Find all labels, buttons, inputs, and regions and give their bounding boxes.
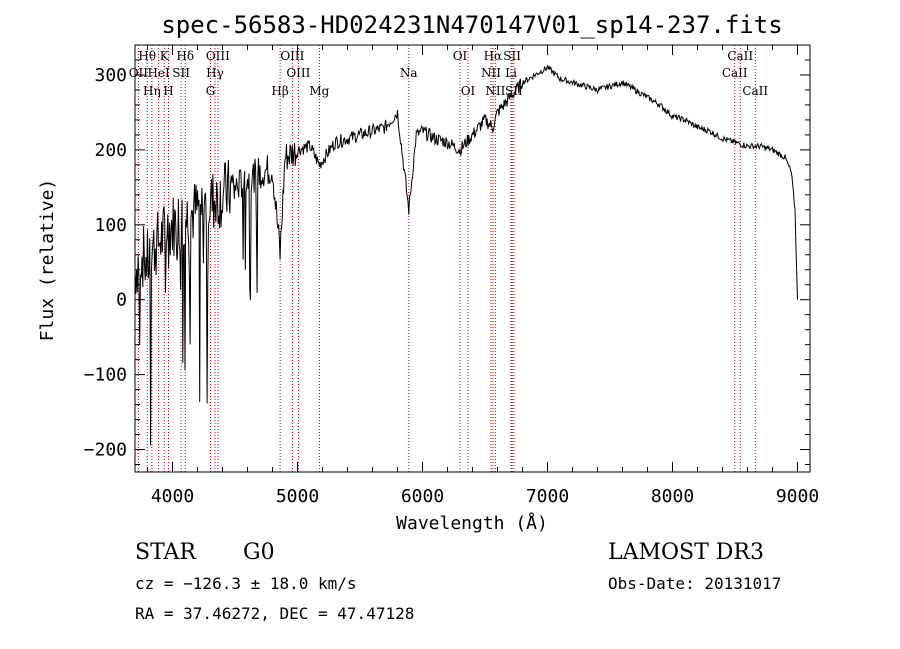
y-tick-label: −200 [84, 440, 127, 461]
spectrum-series-line [134, 64, 798, 446]
object-class: STAR [135, 540, 197, 565]
observation-date: Obs-Date: 20131017 [608, 574, 781, 593]
line-label: H [163, 84, 173, 98]
line-label: Hγ [206, 66, 224, 80]
x-tick-label: 6000 [401, 486, 444, 507]
x-tick-label: 4000 [151, 486, 194, 507]
line-label: OIII [286, 66, 310, 80]
x-axis-label: Wavelength (Å) [396, 512, 548, 534]
line-label: CaII [722, 66, 748, 80]
x-tick-label: 7000 [526, 486, 569, 507]
y-axis-label: Flux (relative) [37, 179, 58, 342]
line-label: Hη [143, 84, 161, 98]
ra-dec-coordinates: RA = 37.46272, DEC = 47.47128 [135, 604, 414, 623]
x-axis-ticks: 4000 5000 6000 7000 8000 9000 [147, 45, 819, 507]
line-label: Hδ [176, 49, 194, 63]
line-label: OI [461, 84, 476, 98]
line-label: OII [129, 66, 149, 80]
survey-name: LAMOST DR3 [608, 540, 764, 565]
y-tick-label: 100 [94, 215, 127, 236]
line-label: K [160, 49, 170, 63]
y-tick-label: 300 [94, 65, 127, 86]
plot-frame [134, 44, 811, 473]
line-label: OIII [280, 49, 304, 63]
line-label: Na [400, 66, 418, 80]
y-tick-label: 200 [94, 140, 127, 161]
x-tick-label: 9000 [776, 486, 819, 507]
y-tick-label: 0 [116, 290, 127, 311]
line-label: Mg [309, 84, 329, 98]
x-tick-label: 5000 [276, 486, 319, 507]
line-label: Li [505, 66, 517, 80]
object-subclass: G0 [243, 540, 275, 565]
line-label: OIII [206, 49, 230, 63]
line-label: Hβ [271, 84, 288, 98]
line-label: G [206, 84, 216, 98]
line-label: Hα [484, 49, 503, 63]
line-label: CaII [727, 49, 753, 63]
chart-title: spec-56583-HD024231N470147V01_sp14-237.f… [161, 11, 782, 39]
x-tick-label: 8000 [651, 486, 694, 507]
line-label: NII [481, 66, 501, 80]
y-axis-ticks: −200 −100 0 100 200 300 [84, 44, 810, 466]
line-label: Hθ [138, 49, 156, 63]
line-label: SII [172, 66, 190, 80]
y-tick-label: −100 [84, 365, 127, 386]
line-label: OI [453, 49, 468, 63]
line-label: HeI [147, 66, 170, 80]
line-label: CaII [742, 84, 768, 98]
line-label: NII [485, 84, 505, 98]
line-label: SII [503, 49, 521, 63]
redshift-cz: cz = −126.3 ± 18.0 km/s [135, 574, 357, 593]
